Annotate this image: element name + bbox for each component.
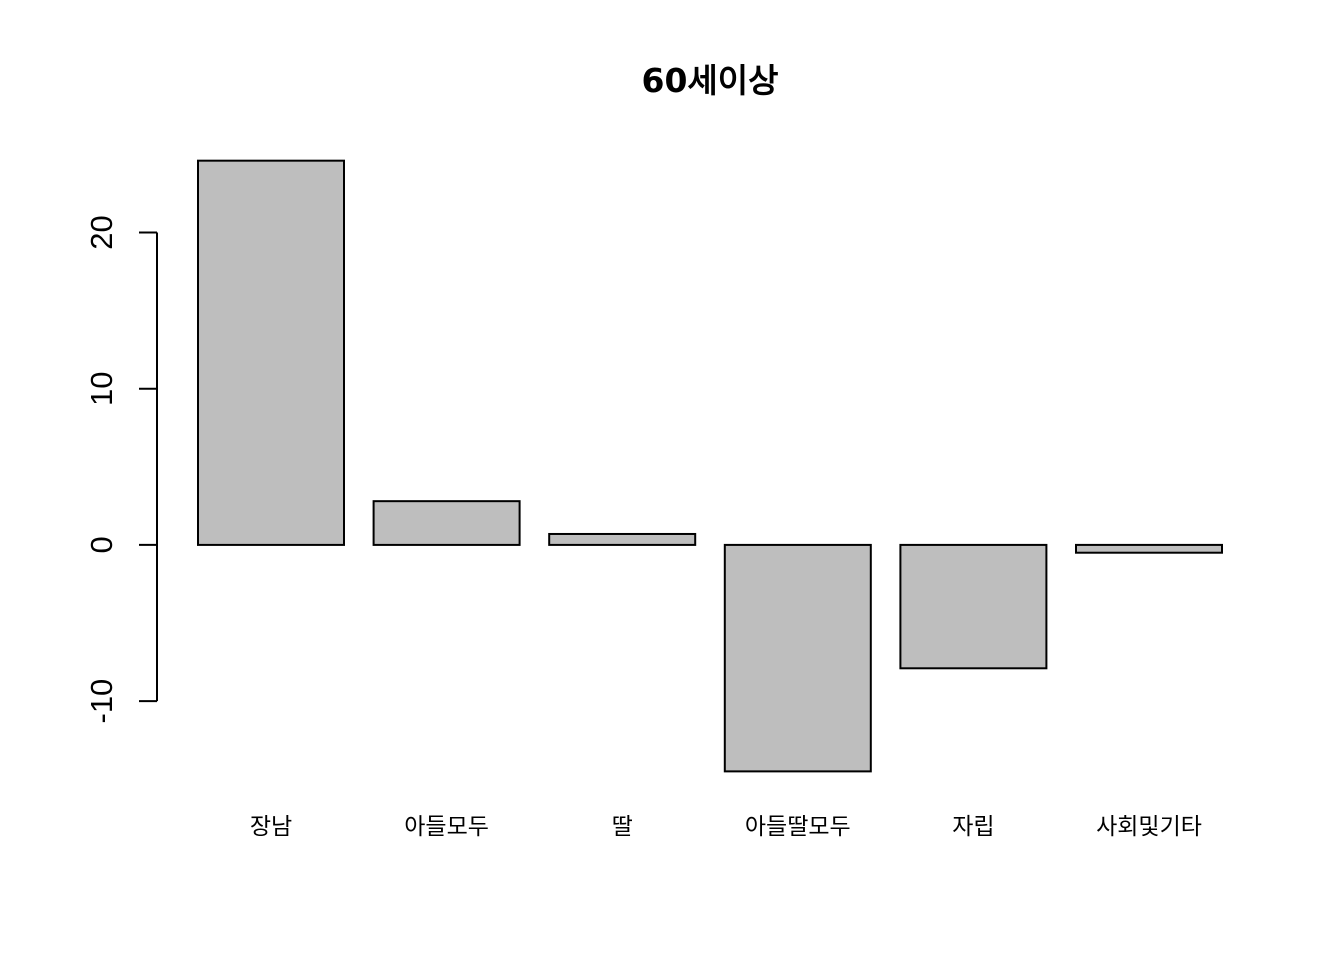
- bar-6: [1075, 543, 1223, 554]
- chart-title: 60세이상: [641, 61, 778, 100]
- bars-group: [197, 159, 1223, 773]
- y-tick-label-2: 0: [84, 536, 119, 553]
- category-label-2: 아들모두: [404, 814, 489, 840]
- category-label-4: 아들딸모두: [745, 814, 851, 840]
- category-label-3: 딸: [612, 814, 633, 840]
- y-tick-label-3: 10: [84, 371, 119, 405]
- bar-3: [548, 532, 697, 546]
- category-label-6: 사회및기타: [1096, 814, 1202, 840]
- bar-5: [899, 543, 1048, 670]
- category-label-5: 자립: [952, 814, 994, 840]
- category-labels: 장남 아들모두 딸 아들딸모두 자립 사회및기타: [250, 814, 1202, 840]
- bar-2: [372, 500, 521, 546]
- bar-4: [723, 543, 872, 773]
- bar-1: [197, 159, 345, 546]
- y-tick-label-4: 20: [84, 215, 119, 249]
- y-tick-label-1: -10: [84, 679, 119, 724]
- y-axis: -10 0 10 20: [84, 215, 158, 724]
- category-label-1: 장남: [250, 814, 292, 840]
